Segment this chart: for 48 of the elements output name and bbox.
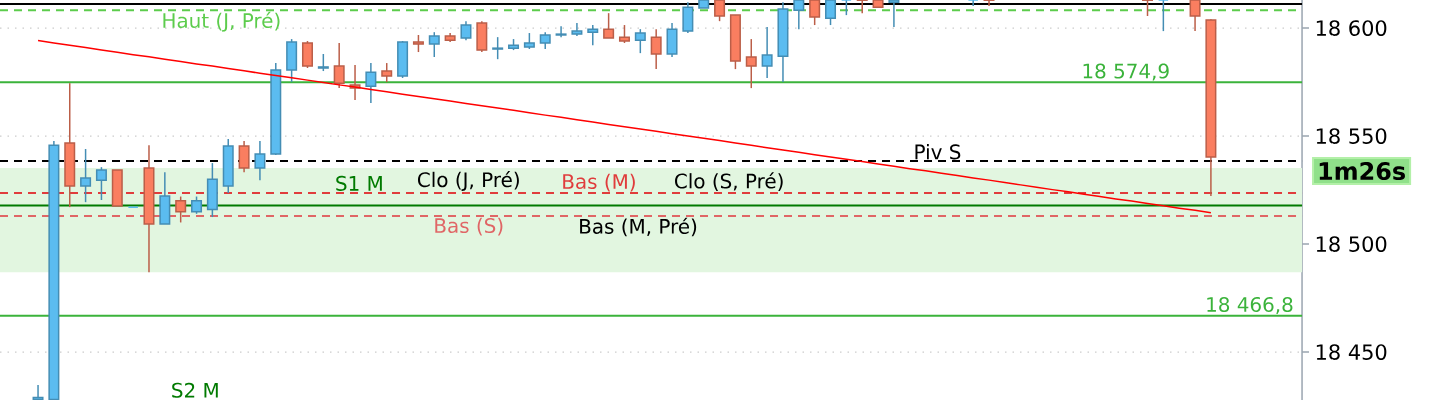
ref-line-label: Bas (M) [563, 173, 635, 192]
candlestick [603, 12, 615, 39]
candlestick [650, 28, 662, 70]
candlestick [238, 140, 250, 173]
candlestick [428, 31, 440, 58]
annotation: S2 M [172, 382, 218, 398]
candlestick [1189, 0, 1201, 32]
candlestick [714, 0, 726, 22]
candlestick [983, 0, 995, 7]
candlestick [888, 0, 900, 28]
candlestick [682, 1, 694, 34]
ref-line-label: 18 466,8 [1207, 296, 1293, 315]
candlestick [381, 62, 393, 83]
candlestick [825, 0, 837, 26]
candlestick [967, 0, 979, 7]
candlestick [80, 148, 92, 203]
candlestick [301, 40, 313, 69]
candlestick [809, 0, 821, 26]
annotation: Bas (M, Pré) [580, 217, 697, 237]
y-tick-label: 18 500 [1316, 236, 1387, 252]
candlestick [793, 0, 805, 30]
ref-line-label: 18 574,9 [1083, 63, 1169, 81]
candlestick [365, 62, 377, 104]
candlestick [634, 28, 646, 54]
candlestick [1157, 0, 1169, 32]
candlestick [492, 36, 504, 60]
candlestick [587, 24, 599, 46]
text: 1m26s [1319, 162, 1405, 181]
ref-line-label: Bas (S) [435, 217, 503, 236]
candlestick [32, 384, 44, 400]
annotation: Clo (S, Pré) [675, 172, 783, 191]
ref-line-label: Piv S [915, 144, 961, 160]
candlestick [745, 38, 757, 89]
y-tick-label: 18 600 [1316, 20, 1387, 36]
ref-line-label: Haut (J, Pré) [163, 11, 280, 32]
y-tick-label: 18 450 [1316, 344, 1387, 360]
candlestick [460, 20, 472, 41]
candlestick [333, 42, 345, 89]
candlestick [95, 166, 107, 201]
y-tick-label: 18 550 [1316, 128, 1387, 144]
candlestick [254, 140, 266, 181]
annotation: Clo (J, Pré) [417, 170, 519, 191]
candlestick [555, 25, 567, 38]
candlestick [856, 0, 868, 14]
line-series [37, 39, 1212, 214]
candlestick [761, 26, 773, 79]
ref-line-label: S1 M [336, 175, 382, 191]
candlestick [175, 195, 187, 224]
